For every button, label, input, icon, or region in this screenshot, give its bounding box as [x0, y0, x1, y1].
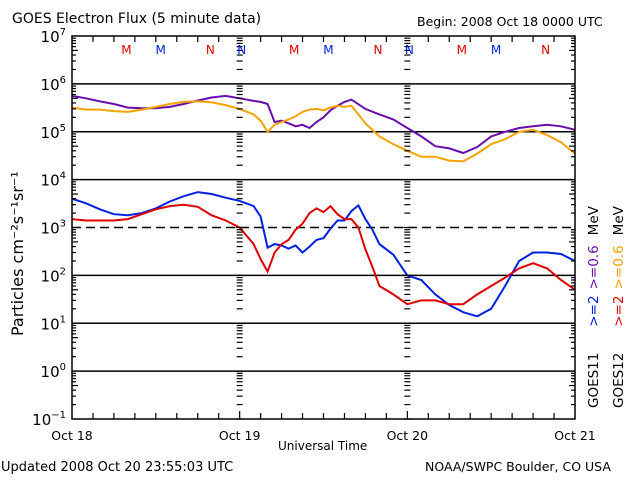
- legend-goes12-label: GOES12: [611, 352, 627, 408]
- series-line-goes11_06: [71, 94, 576, 155]
- legend-goes11-2mev: >=2: [586, 295, 602, 327]
- mn-marker: N: [541, 43, 550, 57]
- legend-goes12-06mev: >=0.6: [611, 245, 627, 290]
- y-tick-exponent: 7: [60, 27, 66, 38]
- legend-goes12-unit: MeV: [611, 206, 627, 236]
- mn-marker: M: [323, 43, 333, 57]
- y-tick-exponent: 0: [60, 362, 66, 373]
- y-tick-label: 104: [41, 171, 66, 190]
- legend-goes12: GOES12 >=2 >=0.6 MeV: [611, 206, 627, 408]
- legend-goes11-label: GOES11: [586, 352, 602, 408]
- legend-goes11: GOES11 >=2 >=0.6 MeV: [586, 206, 602, 408]
- y-tick-exponent: 3: [60, 219, 66, 230]
- mn-marker: M: [289, 43, 299, 57]
- y-tick-label: 101: [41, 314, 66, 333]
- x-axis-label: Universal Time: [278, 439, 368, 453]
- x-tick-label: Oct 21: [554, 428, 596, 443]
- y-tick-label: 107: [41, 27, 66, 46]
- series-line-goes12_06: [71, 100, 576, 163]
- y-tick-base: 10: [41, 315, 60, 333]
- begin-timestamp: Begin: 2008 Oct 18 0000 UTC: [417, 14, 603, 29]
- y-tick-base: 10: [41, 220, 60, 238]
- mn-marker: N: [405, 43, 414, 57]
- series-line-goes11_2: [71, 191, 576, 318]
- y-tick-label: 103: [41, 219, 66, 238]
- x-tick-label: Oct 18: [51, 428, 93, 443]
- updated-timestamp: Updated 2008 Oct 20 23:55:03 UTC: [1, 460, 234, 475]
- y-tick-label: 105: [41, 123, 66, 142]
- mn-marker: N: [237, 43, 246, 57]
- y-tick-base: 10: [41, 28, 60, 46]
- credit-text: NOAA/SWPC Boulder, CO USA: [425, 459, 611, 474]
- mn-marker: N: [206, 43, 215, 57]
- y-tick-exponent: 6: [60, 75, 66, 86]
- mn-marker: M: [121, 43, 131, 57]
- mn-marker: M: [457, 43, 467, 57]
- y-tick-exponent: −1: [51, 410, 66, 421]
- x-tick-label: Oct 19: [219, 428, 261, 443]
- mn-marker: M: [491, 43, 501, 57]
- y-tick-label: 106: [41, 75, 66, 94]
- y-tick-exponent: 4: [60, 171, 66, 182]
- legend-goes12-2mev: >=2: [611, 295, 627, 327]
- y-tick-base: 10: [41, 124, 60, 142]
- y-tick-base: 10: [41, 267, 60, 285]
- mn-marker: M: [156, 43, 166, 57]
- series-line-goes12_2: [71, 203, 576, 306]
- mn-marker: N: [373, 43, 382, 57]
- y-tick-base: 10: [41, 76, 60, 94]
- y-tick-exponent: 5: [60, 123, 66, 134]
- y-tick-base: 10: [41, 363, 60, 381]
- y-axis-label-text: Particles cm⁻²s⁻¹sr⁻¹: [8, 171, 27, 336]
- y-tick-exponent: 1: [60, 314, 66, 325]
- y-tick-label: 10−1: [32, 410, 66, 429]
- y-tick-base: 10: [32, 411, 51, 429]
- y-tick-exponent: 2: [60, 266, 66, 277]
- legend-goes11-unit: MeV: [586, 206, 602, 236]
- y-tick-label: 100: [41, 362, 66, 381]
- legend-goes11-06mev: >=0.6: [586, 245, 602, 290]
- y-tick-base: 10: [41, 172, 60, 190]
- chart-title: GOES Electron Flux (5 minute data): [12, 11, 262, 27]
- y-tick-label: 102: [41, 266, 66, 285]
- y-axis-label: Particles cm⁻²s⁻¹sr⁻¹: [8, 171, 27, 336]
- x-tick-label: Oct 20: [387, 428, 429, 443]
